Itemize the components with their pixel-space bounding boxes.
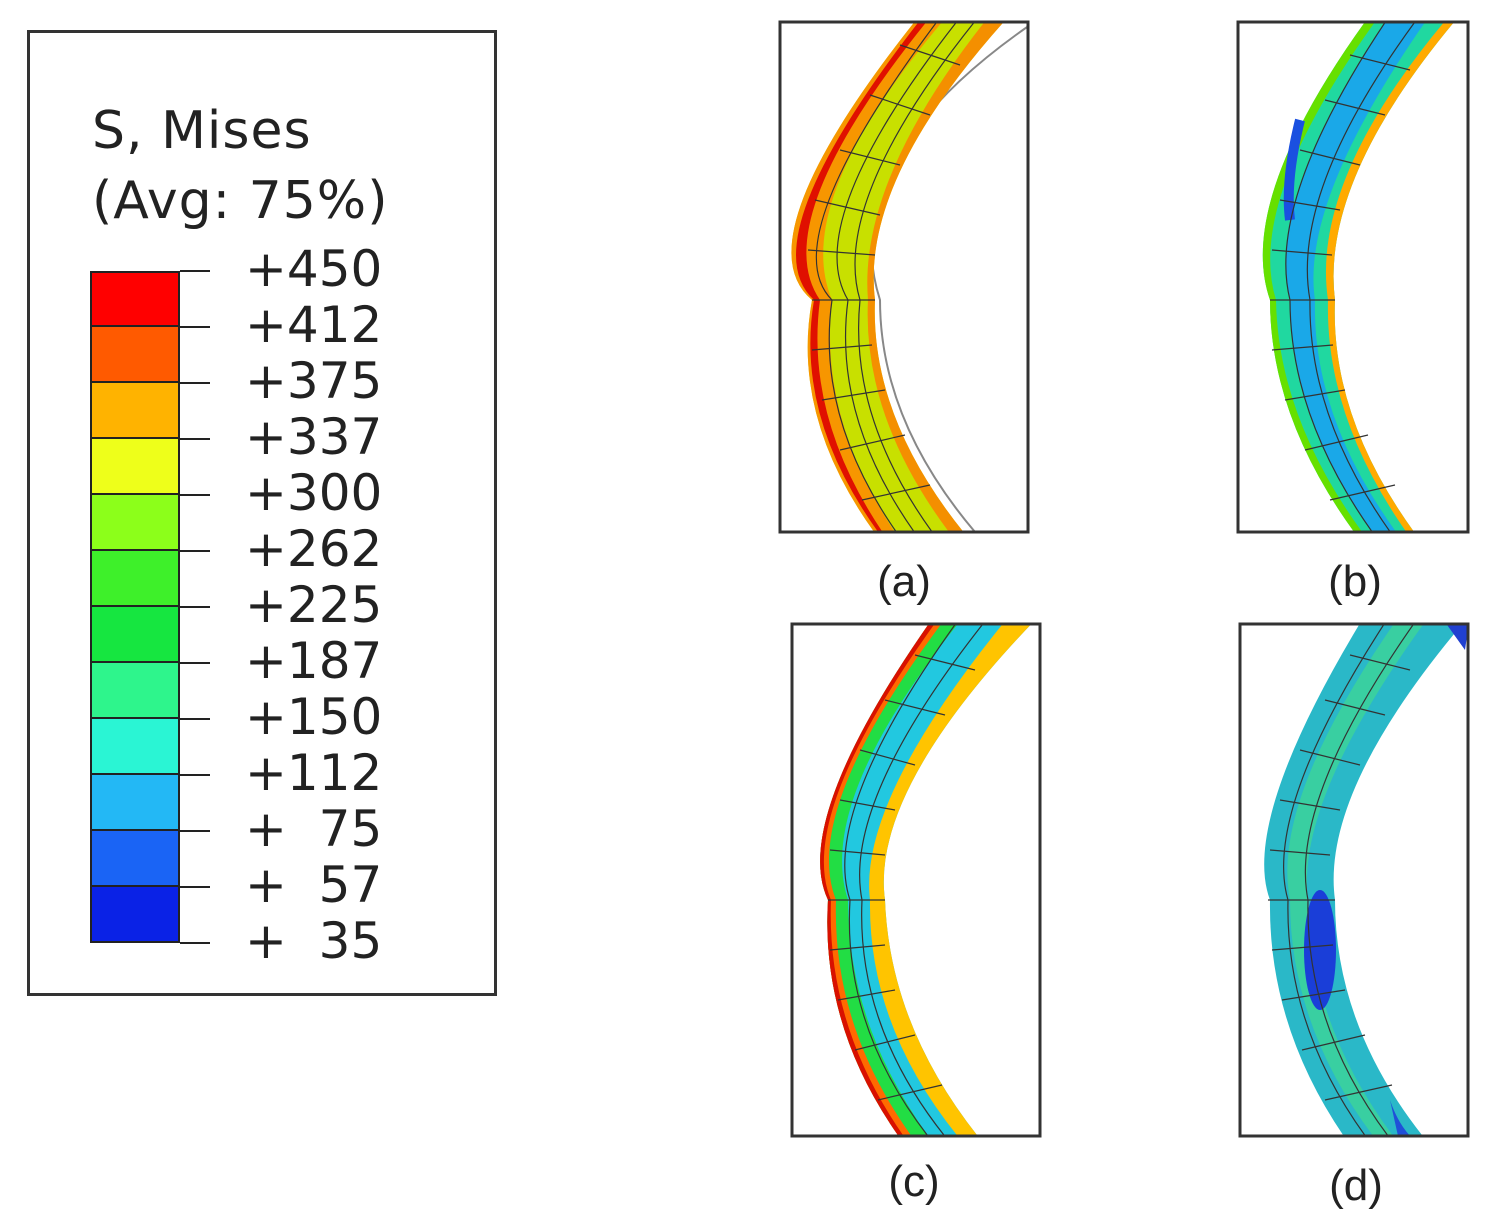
legend-swatch <box>90 775 180 831</box>
legend-swatch <box>90 495 180 551</box>
panel-d-frame <box>1238 622 1470 1138</box>
legend-label: +187 <box>245 632 383 690</box>
legend-swatch <box>90 551 180 607</box>
legend-swatch <box>90 327 180 383</box>
legend-tick <box>180 326 210 328</box>
caption-d: (d) <box>1329 1161 1383 1210</box>
legend-subtitle: (Avg: 75%) <box>92 171 389 231</box>
legend-tick <box>180 718 210 720</box>
legend-swatch <box>90 439 180 495</box>
mesh-lines <box>1270 22 1416 532</box>
legend-color-bar <box>90 271 180 943</box>
legend-label: +412 <box>245 296 383 354</box>
low-stress-zone <box>1304 890 1336 1010</box>
strut-outer-band <box>791 22 943 532</box>
panel-a <box>780 22 1028 532</box>
panel-c-frame <box>790 622 1042 1138</box>
legend-label: +375 <box>245 352 383 410</box>
legend-swatch <box>90 383 180 439</box>
legend-swatch <box>90 271 180 327</box>
base-low-zone <box>1390 1100 1411 1136</box>
legend-label: +262 <box>245 520 383 578</box>
panel-a-frame <box>778 20 1030 534</box>
mesh-lines <box>1268 624 1415 1136</box>
legend-tick <box>180 270 210 272</box>
legend-label: +337 <box>245 408 383 466</box>
legend-tick <box>180 382 210 384</box>
legend-swatch <box>90 663 180 719</box>
legend-label: + 35 <box>245 912 383 970</box>
stress-legend: S, Mises (Avg: 75%) +450 +412 +375 +337 +300… <box>27 30 497 996</box>
legend-label: +450 <box>245 240 383 298</box>
panel-d <box>1264 624 1468 1136</box>
legend-swatch <box>90 607 180 663</box>
legend-label: +150 <box>245 688 383 746</box>
panel-c <box>820 624 1032 1136</box>
caption-b: (b) <box>1328 557 1382 606</box>
low-stress-zone <box>1283 118 1305 221</box>
legend-tick <box>180 550 210 552</box>
panel-b <box>1262 22 1455 532</box>
legend-label: +300 <box>245 464 383 522</box>
panel-b-frame <box>1236 20 1470 534</box>
legend-tick <box>180 494 210 496</box>
legend-tick <box>180 606 210 608</box>
strut-core <box>1285 22 1426 532</box>
mesh-lines <box>807 22 976 532</box>
legend-title: S, Mises <box>92 101 312 161</box>
legend-label: +225 <box>245 576 383 634</box>
legend-label: + 57 <box>245 856 383 914</box>
mesh-lines <box>828 624 984 1136</box>
caption-a: (a) <box>877 557 931 606</box>
caption-c: (c) <box>888 1157 939 1206</box>
legend-swatch <box>90 831 180 887</box>
legend-tick <box>180 886 210 888</box>
legend-label: +112 <box>245 744 383 802</box>
legend-tick <box>180 438 210 440</box>
legend-tick <box>180 662 210 664</box>
legend-tick <box>180 830 210 832</box>
legend-swatch <box>90 887 180 943</box>
legend-label: + 75 <box>245 800 383 858</box>
legend-tick <box>180 942 210 944</box>
corner-low-zone <box>1446 624 1468 650</box>
legend-swatch <box>90 719 180 775</box>
legend-tick <box>180 774 210 776</box>
